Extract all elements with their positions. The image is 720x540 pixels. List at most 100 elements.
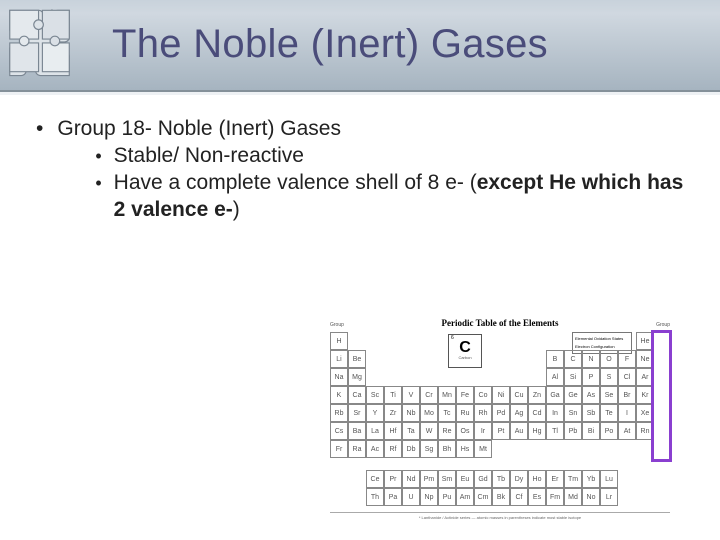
table-row: RbSrYZrNbMoTcRuRhPdAgCdInSnSbTeIXe [330,404,670,422]
sub2-part-a: Have a complete valence shell of 8 e- ( [114,171,477,194]
element-cell: Kr [636,386,654,404]
element-cell: Pb [564,422,582,440]
element-cell: Th [366,488,384,506]
element-cell: C [564,350,582,368]
bullet-level2: • Have a complete valence shell of 8 e- … [95,170,684,224]
table-row: CePrNdPmSmEuGdTbDyHoErTmYbLu [366,470,670,488]
puzzle-icon [4,2,100,80]
table-row: NaMgAlSiPSClAr [330,368,670,386]
element-cell: Li [330,350,348,368]
table-row: KCaScTiVCrMnFeCoNiCuZnGaGeAsSeBrKr [330,386,670,404]
element-cell: Ar [636,368,654,386]
content-area: • Group 18- Noble (Inert) Gases • Stable… [0,92,720,224]
element-cell: Ba [348,422,366,440]
element-cell: Sg [420,440,438,458]
element-cell: Ac [366,440,384,458]
pt-main-grid: HHeLiBeBCNOFNeNaMgAlSiPSClArKCaScTiVCrMn… [330,332,670,458]
element-cell: Ta [402,422,420,440]
element-cell: Lr [600,488,618,506]
element-cell: I [618,404,636,422]
element-cell: K [330,386,348,404]
group-label: Group [330,322,344,328]
element-cell: Tm [564,470,582,488]
element-cell: Po [600,422,618,440]
element-cell: Cu [510,386,528,404]
element-cell: Ru [456,404,474,422]
element-cell: Re [438,422,456,440]
table-row: FrRaAcRfDbSgBhHsMt [330,440,670,458]
element-cell: Se [600,386,618,404]
element-cell: Al [546,368,564,386]
element-cell: La [366,422,384,440]
element-cell: Tc [438,404,456,422]
element-cell: Db [402,440,420,458]
element-cell: Pu [438,488,456,506]
element-cell: Hf [384,422,402,440]
element-cell: Rh [474,404,492,422]
element-cell: Pt [492,422,510,440]
element-cell: Pr [384,470,402,488]
element-cell: Md [564,488,582,506]
table-row: LiBeBCNOFNe [330,350,670,368]
element-cell: H [330,332,348,350]
element-cell: Ni [492,386,510,404]
element-cell: Fm [546,488,564,506]
slide-header: The Noble (Inert) Gases [0,0,720,92]
element-cell: Be [348,350,366,368]
element-cell: In [546,404,564,422]
element-cell: Cs [330,422,348,440]
element-cell: Ce [366,470,384,488]
pt-fblock: CePrNdPmSmEuGdTbDyHoErTmYbLuThPaUNpPuAmC… [330,470,670,506]
element-cell: Yb [582,470,600,488]
element-cell: Dy [510,470,528,488]
element-cell: Am [456,488,474,506]
element-cell: O [600,350,618,368]
element-cell: Bh [438,440,456,458]
element-cell: Cm [474,488,492,506]
group-label: Group [656,322,670,328]
element-cell: Zn [528,386,546,404]
element-cell: Sm [438,470,456,488]
table-row: CsBaLaHfTaWReOsIrPtAuHgTlPbBiPoAtRn [330,422,670,440]
element-cell: Ne [636,350,654,368]
element-cell: Bk [492,488,510,506]
element-cell: W [420,422,438,440]
element-cell: Sr [348,404,366,422]
element-cell: Eu [456,470,474,488]
element-cell: Ti [384,386,402,404]
element-cell: Cf [510,488,528,506]
element-cell: Np [420,488,438,506]
sub2-part-c: ) [233,198,240,221]
element-cell: Er [546,470,564,488]
element-cell: Lu [600,470,618,488]
element-cell: Y [366,404,384,422]
sub2-text: Have a complete valence shell of 8 e- (e… [114,170,684,224]
sub1-text: Stable/ Non-reactive [114,143,304,170]
element-cell: Mt [474,440,492,458]
element-cell: Ho [528,470,546,488]
element-cell: Au [510,422,528,440]
element-cell: B [546,350,564,368]
periodic-table-title: Periodic Table of the Elements [330,318,670,328]
bullet-level2: • Stable/ Non-reactive [95,143,684,170]
element-cell: Fe [456,386,474,404]
element-cell: Os [456,422,474,440]
element-cell: Ge [564,386,582,404]
element-cell: Tb [492,470,510,488]
pt-caption: * Lanthanide / Actinide series — atomic … [330,512,670,520]
element-cell: He [636,332,654,350]
element-cell: Co [474,386,492,404]
element-cell: No [582,488,600,506]
bullet-marker: • [36,116,57,224]
element-cell: Fr [330,440,348,458]
element-cell: Si [564,368,582,386]
element-cell: Cr [420,386,438,404]
element-cell: As [582,386,600,404]
element-cell: Pd [492,404,510,422]
element-cell: Hs [456,440,474,458]
element-cell: Zr [384,404,402,422]
element-cell: N [582,350,600,368]
element-cell: Te [600,404,618,422]
bullet-marker: • [95,170,113,224]
table-row: ThPaUNpPuAmCmBkCfEsFmMdNoLr [366,488,670,506]
